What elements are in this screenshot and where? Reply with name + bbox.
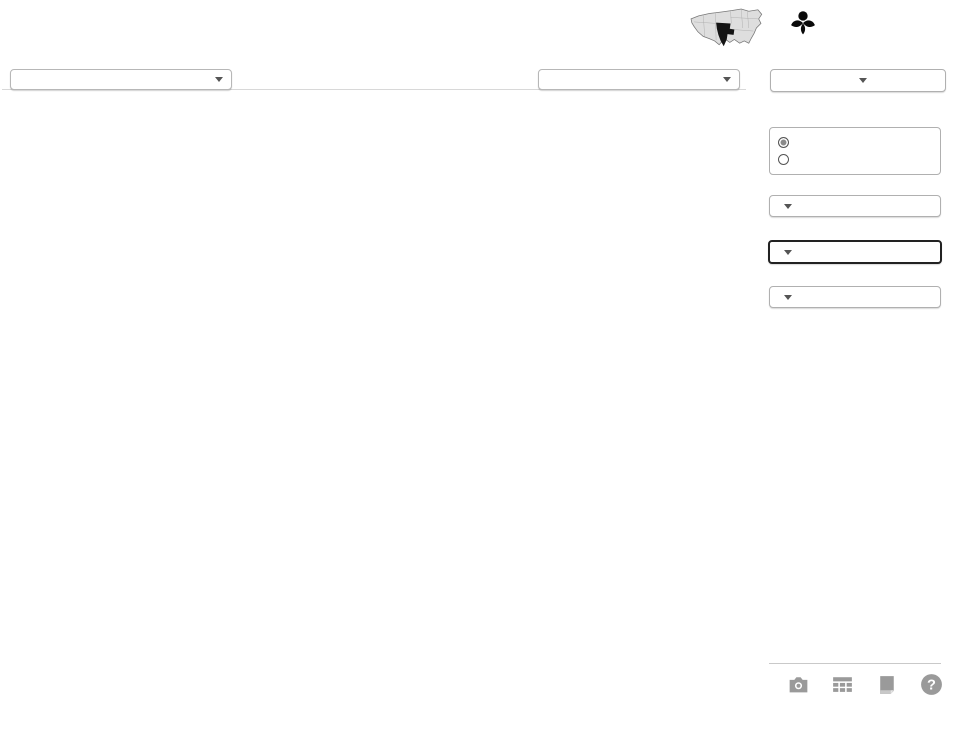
svg-text:?: ? — [927, 678, 936, 694]
chevron-down-icon — [784, 203, 792, 209]
help-icon[interactable]: ? — [919, 672, 944, 697]
condition-dropdown[interactable] — [769, 195, 941, 217]
epa-flower-icon — [791, 11, 815, 35]
toolbar-divider — [2, 89, 746, 90]
radio-all-lakes[interactable] — [778, 134, 932, 151]
chevron-down-icon — [723, 77, 731, 82]
study-population-group — [769, 127, 941, 175]
subpopulation-map — [688, 5, 764, 56]
chevron-down-icon — [784, 249, 792, 255]
sidebar-divider — [769, 663, 941, 664]
radio-larger-lakes[interactable] — [778, 151, 932, 168]
chevron-down-icon — [784, 294, 792, 300]
southern-plains-region — [716, 22, 735, 47]
rows-menu-dropdown[interactable] — [10, 69, 232, 90]
chevron-down-icon — [859, 78, 867, 83]
data-grid-icon[interactable] — [830, 672, 855, 697]
us-map-icon — [690, 8, 763, 47]
radio-selected-icon — [778, 137, 789, 148]
camera-icon[interactable] — [786, 672, 811, 697]
label-options-dropdown[interactable] — [769, 286, 941, 308]
radio-unselected-icon — [778, 154, 789, 165]
change-menu-dropdown[interactable] — [538, 69, 740, 90]
chevron-down-icon — [215, 77, 223, 82]
subpopulation-dropdown[interactable] — [768, 240, 942, 264]
report-icon[interactable] — [875, 672, 900, 697]
view-select-dropdown[interactable] — [770, 69, 946, 92]
epa-logo — [790, 8, 819, 36]
corner-toolbar: ? — [786, 672, 944, 697]
